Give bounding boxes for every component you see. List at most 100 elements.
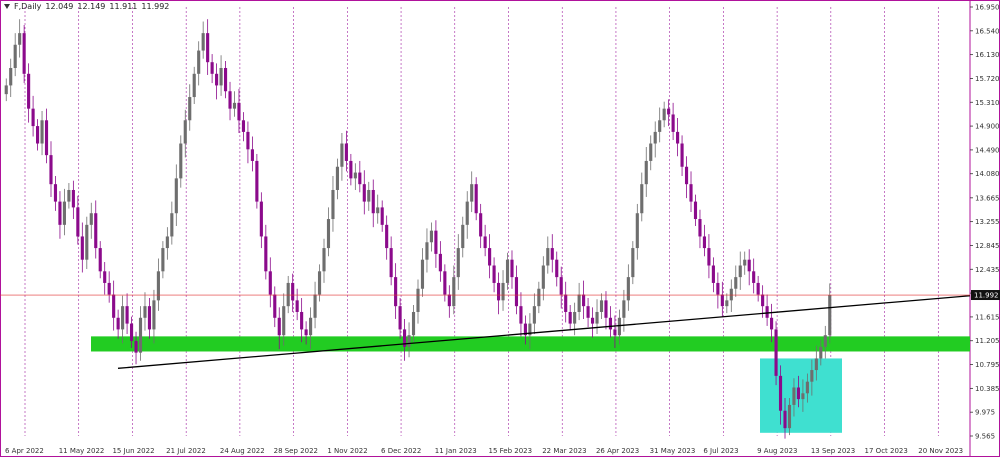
current-price-badge bbox=[971, 290, 1000, 301]
candle-body bbox=[823, 335, 827, 347]
candle-body bbox=[300, 311, 304, 330]
candle-body bbox=[58, 201, 62, 225]
candle-body bbox=[197, 50, 201, 74]
candle-body bbox=[232, 102, 237, 109]
candle-body bbox=[349, 160, 353, 179]
candle-body bbox=[676, 131, 680, 144]
candle-body bbox=[36, 126, 40, 144]
candle-body bbox=[541, 265, 545, 289]
candle-body bbox=[40, 120, 44, 144]
candle-body bbox=[156, 271, 160, 301]
candle-body bbox=[116, 317, 120, 330]
candle-body bbox=[192, 73, 196, 98]
candle-body bbox=[828, 295, 832, 336]
candle-body bbox=[94, 213, 98, 249]
y-tick-label: 16.540 bbox=[975, 27, 1000, 35]
candle-body bbox=[179, 143, 183, 179]
candle-body bbox=[470, 184, 474, 202]
candle-body bbox=[268, 271, 272, 295]
candle-body bbox=[317, 271, 322, 295]
candle-body bbox=[18, 33, 22, 45]
candle-body bbox=[667, 108, 671, 115]
candle-body bbox=[756, 282, 760, 295]
candle-body bbox=[183, 120, 187, 144]
candle-body bbox=[304, 329, 308, 336]
candle-body bbox=[331, 189, 335, 220]
x-tick-label: 22 Mar 2023 bbox=[542, 447, 586, 455]
candle-body bbox=[134, 341, 138, 353]
candle-body bbox=[416, 288, 420, 312]
candle-body bbox=[143, 306, 147, 318]
candle-body bbox=[85, 224, 89, 260]
candle-body bbox=[174, 178, 178, 214]
y-tick-label: 15.310 bbox=[975, 99, 1000, 107]
candle-body bbox=[335, 166, 340, 190]
current-price-label: 11.992 bbox=[974, 292, 999, 300]
candle-body bbox=[550, 248, 554, 260]
candle-body bbox=[121, 306, 125, 330]
candle-body bbox=[461, 224, 465, 249]
candle-body bbox=[765, 306, 769, 318]
candle-body bbox=[778, 375, 783, 411]
candle-body bbox=[282, 306, 286, 336]
candle-body bbox=[693, 201, 698, 220]
candle-body bbox=[599, 300, 604, 312]
candle-body bbox=[582, 294, 586, 307]
candle-body bbox=[9, 67, 13, 86]
candle-body bbox=[528, 323, 532, 336]
candle-body bbox=[322, 248, 326, 272]
y-tick-label: 13.255 bbox=[975, 218, 1000, 226]
candle-body bbox=[273, 294, 277, 318]
y-tick-label: 16.130 bbox=[975, 51, 1000, 59]
candle-body bbox=[492, 265, 496, 283]
candle-body bbox=[707, 248, 711, 266]
candle-body bbox=[805, 381, 809, 394]
y-tick-label: 10.795 bbox=[975, 361, 1000, 369]
y-tick-label: 11.615 bbox=[975, 313, 1000, 321]
x-tick-label: 9 Aug 2023 bbox=[757, 447, 797, 455]
candle-body bbox=[631, 248, 635, 278]
candle-body bbox=[725, 300, 729, 307]
candle-body bbox=[376, 207, 380, 214]
candle-body bbox=[125, 306, 129, 324]
candle-body bbox=[241, 120, 246, 132]
candle-body bbox=[465, 201, 469, 225]
candle-body bbox=[344, 143, 348, 161]
candle-body bbox=[103, 271, 107, 283]
candle-body bbox=[411, 311, 416, 336]
candle-body bbox=[362, 184, 366, 202]
candle-body bbox=[680, 143, 684, 167]
candle-body bbox=[505, 259, 510, 283]
candle-body bbox=[62, 201, 66, 225]
candle-body bbox=[573, 311, 577, 324]
candle-body bbox=[783, 410, 787, 429]
x-tick-label: 6 Jul 2023 bbox=[703, 447, 738, 455]
candle-body bbox=[295, 300, 299, 312]
candle-body bbox=[622, 300, 626, 318]
symbol-label: F,Daily bbox=[14, 2, 42, 11]
candle-body bbox=[613, 329, 617, 336]
candle-body bbox=[291, 282, 295, 301]
candle-body bbox=[774, 329, 778, 376]
candle-body bbox=[796, 387, 800, 400]
y-tick-label: 9.565 bbox=[975, 433, 995, 441]
candle-body bbox=[206, 33, 210, 63]
candle-body bbox=[358, 172, 362, 185]
y-tick-label: 13.665 bbox=[975, 194, 1000, 202]
candle-body bbox=[702, 236, 707, 249]
candle-body bbox=[340, 143, 344, 167]
low-value: 11.911 bbox=[109, 2, 138, 11]
dropdown-triangle-icon[interactable] bbox=[4, 4, 10, 9]
candle-body bbox=[456, 248, 460, 278]
y-tick-label: 12.845 bbox=[975, 242, 1000, 250]
candle-body bbox=[559, 277, 563, 295]
candle-body bbox=[510, 259, 514, 278]
high-value: 12.149 bbox=[77, 2, 106, 11]
open-value: 12.049 bbox=[45, 2, 74, 11]
candle-body bbox=[644, 160, 648, 185]
x-tick-label: 31 May 2023 bbox=[650, 447, 696, 455]
candle-body bbox=[407, 335, 411, 347]
candle-body bbox=[532, 306, 536, 324]
candle-body bbox=[523, 323, 527, 336]
